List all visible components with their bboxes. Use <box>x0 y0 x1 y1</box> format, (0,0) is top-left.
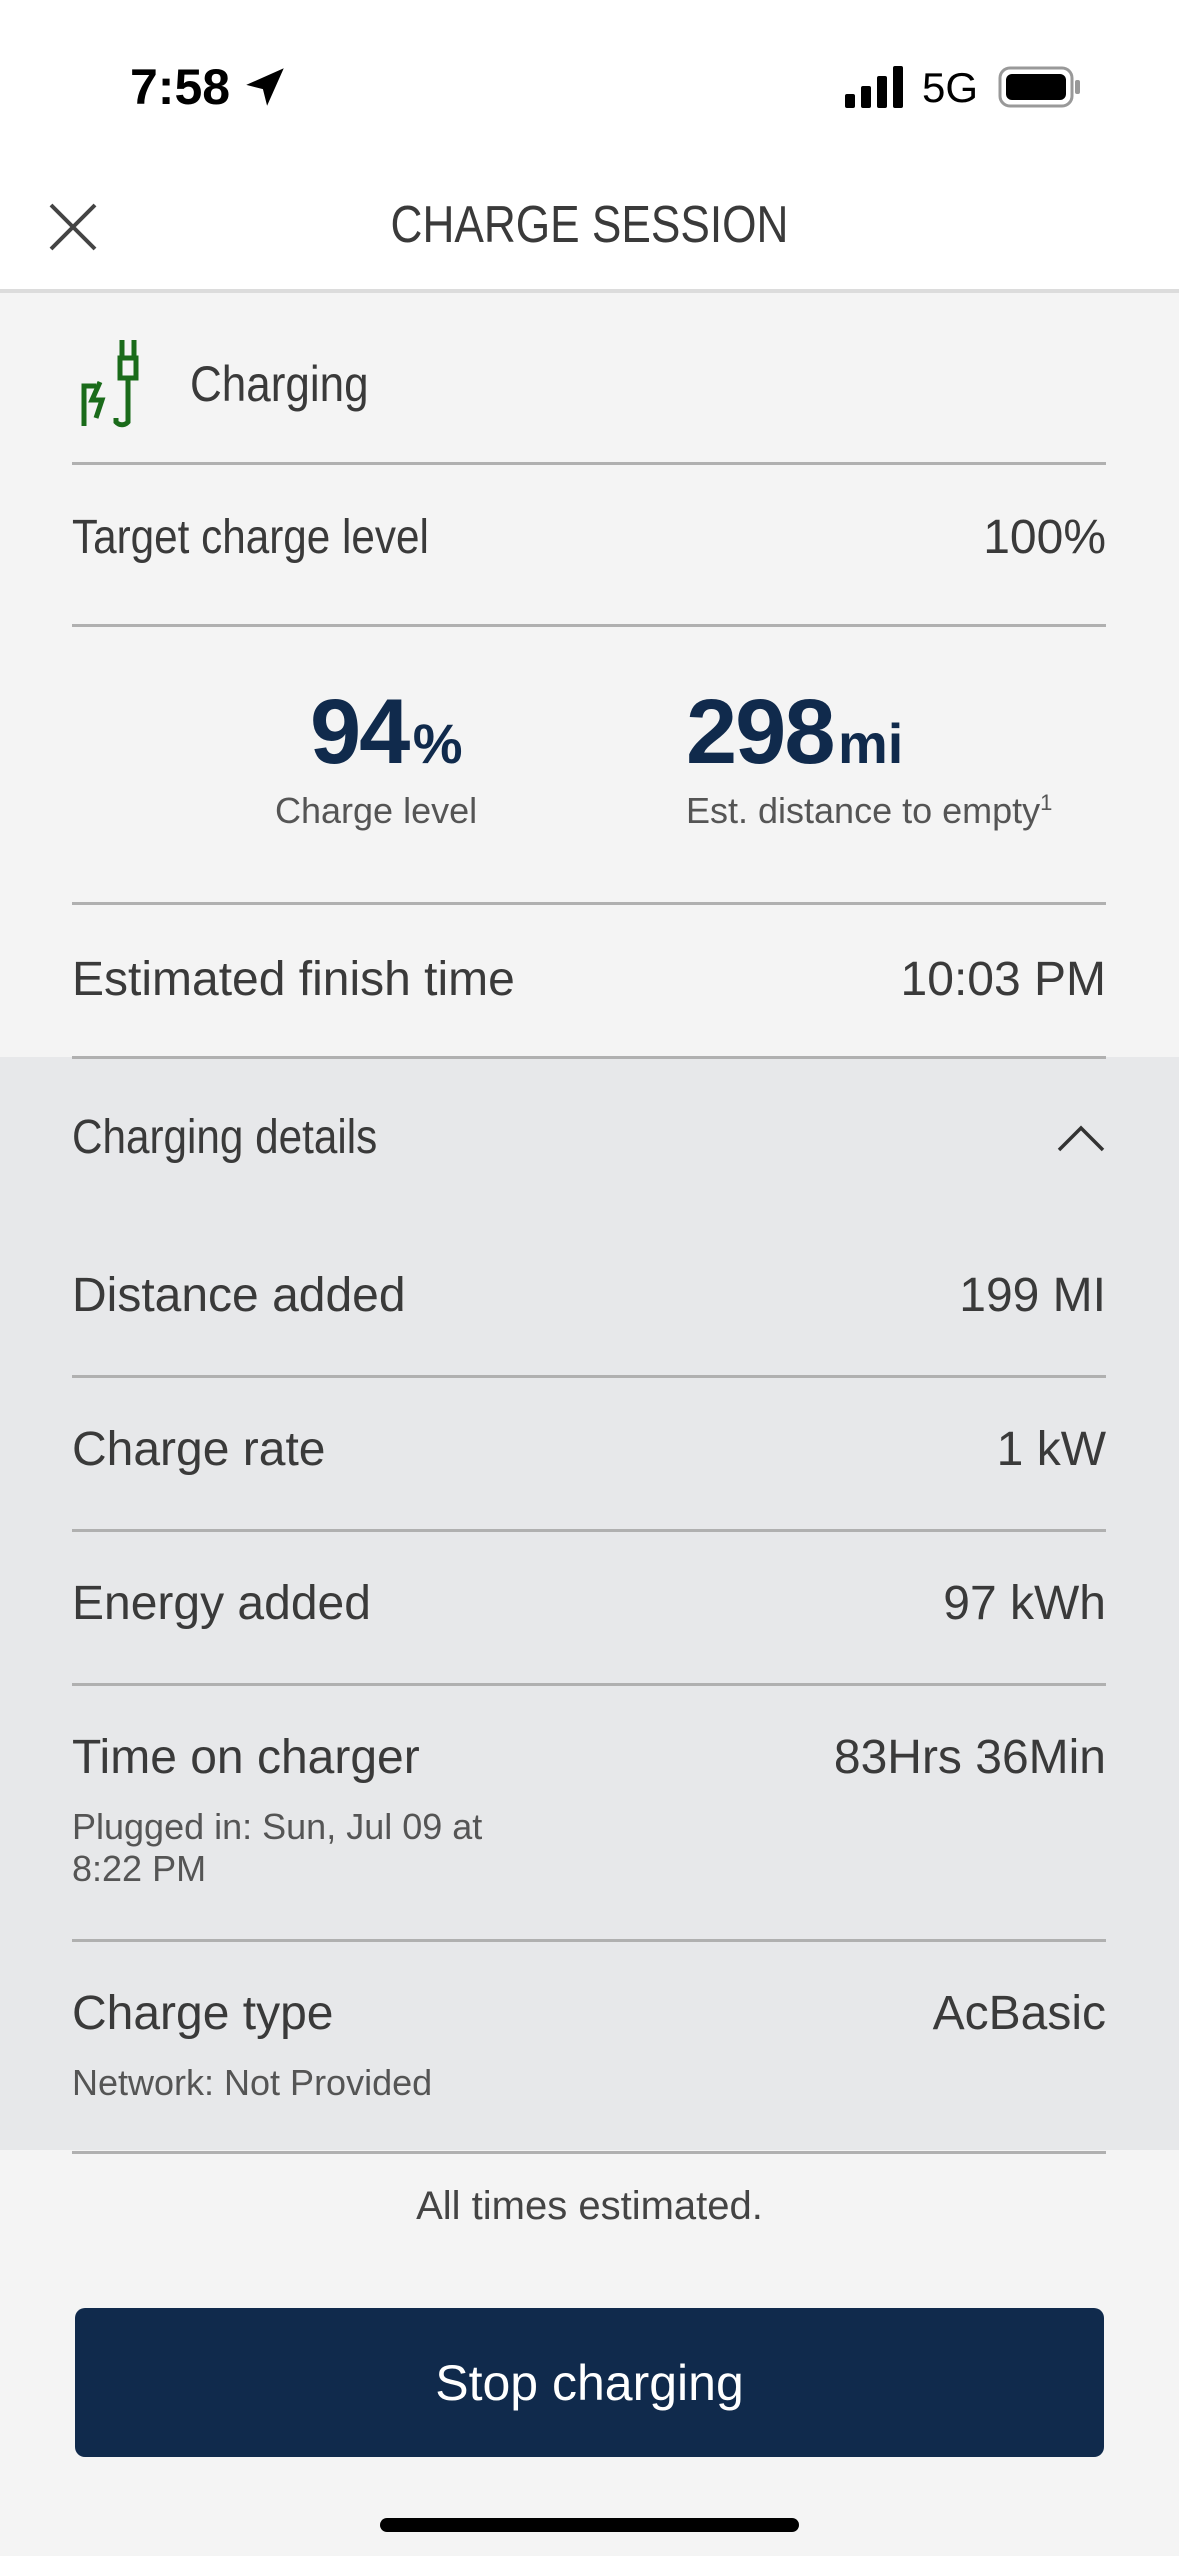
plug-charging-icon <box>81 340 139 428</box>
charging-details-panel <box>0 1057 1179 2150</box>
battery-icon <box>998 66 1080 108</box>
status-bar <box>0 0 1179 180</box>
divider <box>72 462 1106 465</box>
chevron-up-icon <box>1057 1125 1105 1151</box>
target-label: Target charge level <box>72 511 429 564</box>
network-text: Network: Not Provided <box>72 2062 433 2103</box>
plugged-in-text: Plugged in: Sun, Jul 09 at <box>72 1806 483 1847</box>
network-label: 5G <box>922 64 979 111</box>
header <box>0 180 1179 293</box>
charge-level-label: Charge level <box>275 790 478 831</box>
divider <box>72 1056 1106 1059</box>
divider <box>72 1939 1106 1942</box>
time-on-charger-row: Time on charger 83Hrs 36Min <box>72 1731 1106 1784</box>
divider <box>72 1375 1106 1378</box>
target-value: 100% <box>983 511 1106 564</box>
finish-time-row: Estimated finish time 10:03 PM <box>72 953 1106 1006</box>
divider <box>72 624 1106 627</box>
page-title: CHARGE SESSION <box>390 196 789 254</box>
signal-icon <box>845 66 903 108</box>
energy-added-row: Energy added 97 kWh <box>72 1577 1106 1630</box>
plugged-in-time: 8:22 PM <box>72 1848 207 1889</box>
charge-rate-row: Charge rate 1 kW <box>72 1423 1106 1476</box>
target-charge-row[interactable]: Target charge level 100% <box>72 510 1106 565</box>
distance-added-row: Distance added 199 MI <box>72 1269 1106 1322</box>
divider <box>72 1683 1106 1686</box>
range-label: Est. distance to empty1 <box>686 790 1053 831</box>
charging-details-toggle[interactable]: Charging details <box>72 1110 1106 1165</box>
stop-charging-button[interactable]: Stop charging <box>75 2308 1104 2457</box>
charge-type-row: Charge type AcBasic <box>72 1987 1106 2040</box>
location-arrow-icon <box>246 68 284 106</box>
divider <box>72 902 1106 905</box>
status-time: 7:58 <box>130 59 231 115</box>
divider <box>72 2151 1106 2154</box>
range-value: 298 mi <box>686 681 904 783</box>
footer-note: All times estimated. <box>416 2184 763 2228</box>
close-icon[interactable] <box>48 202 98 252</box>
divider <box>72 1529 1106 1532</box>
charge-level-value: 94 % <box>310 681 463 783</box>
home-indicator <box>380 2518 799 2532</box>
charging-status-label: Charging <box>190 356 369 412</box>
